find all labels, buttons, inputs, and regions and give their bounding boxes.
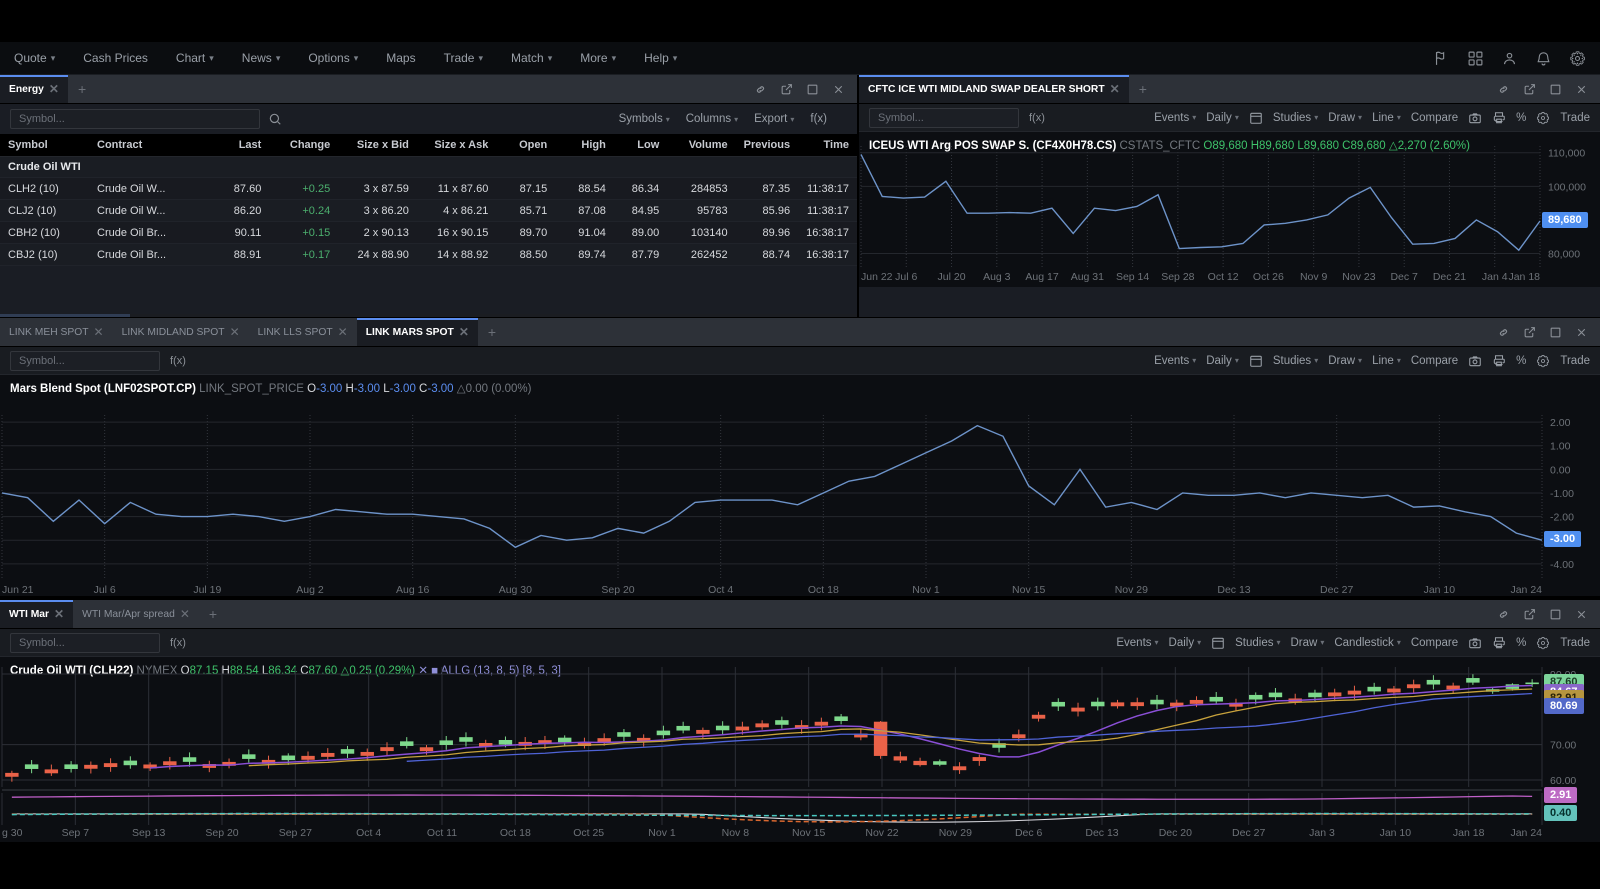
svg-text:Sep 14: Sep 14: [1116, 271, 1149, 283]
svg-text:Aug 16: Aug 16: [396, 584, 429, 596]
svg-text:Oct 25: Oct 25: [573, 827, 604, 839]
svg-text:Sep 27: Sep 27: [279, 827, 312, 839]
svg-text:Oct 11: Oct 11: [427, 827, 457, 839]
svg-text:Aug 3: Aug 3: [983, 271, 1011, 283]
svg-text:Aug 17: Aug 17: [1025, 271, 1058, 283]
svg-text:100,000: 100,000: [1548, 181, 1586, 193]
svg-text:Nov 1: Nov 1: [648, 827, 676, 839]
svg-text:Nov 22: Nov 22: [865, 827, 898, 839]
svg-text:Jun 22: Jun 22: [861, 271, 893, 283]
svg-text:Aug 30: Aug 30: [499, 584, 532, 596]
svg-text:-2.00: -2.00: [1550, 512, 1574, 524]
svg-text:Nov 29: Nov 29: [1115, 584, 1148, 596]
svg-text:Nov 9: Nov 9: [1300, 271, 1328, 283]
svg-text:0.00: 0.00: [1550, 464, 1571, 476]
svg-text:Sep 20: Sep 20: [601, 584, 634, 596]
svg-text:Dec 27: Dec 27: [1232, 827, 1265, 839]
svg-text:Nov 1: Nov 1: [912, 584, 940, 596]
svg-text:80,000: 80,000: [1548, 249, 1580, 261]
svg-text:Dec 20: Dec 20: [1159, 827, 1192, 839]
svg-text:Jan 24: Jan 24: [1510, 584, 1542, 596]
svg-text:Nov 29: Nov 29: [939, 827, 972, 839]
svg-text:Jul 6: Jul 6: [895, 271, 917, 283]
svg-text:Dec 7: Dec 7: [1390, 271, 1418, 283]
svg-text:Aug 2: Aug 2: [296, 584, 324, 596]
svg-text:Sep 13: Sep 13: [132, 827, 165, 839]
svg-text:Oct 18: Oct 18: [808, 584, 839, 596]
svg-text:1.00: 1.00: [1550, 441, 1571, 453]
svg-text:Jul 19: Jul 19: [193, 584, 221, 596]
svg-text:Dec 6: Dec 6: [1015, 827, 1043, 839]
svg-text:Oct 12: Oct 12: [1208, 271, 1239, 283]
svg-text:Dec 13: Dec 13: [1085, 827, 1118, 839]
svg-text:Nov 23: Nov 23: [1342, 271, 1375, 283]
svg-text:Nov 8: Nov 8: [722, 827, 750, 839]
svg-text:Aug 31: Aug 31: [1071, 271, 1104, 283]
svg-text:Jan 24: Jan 24: [1510, 827, 1542, 839]
svg-text:Nov 15: Nov 15: [1012, 584, 1045, 596]
svg-text:Dec 13: Dec 13: [1217, 584, 1250, 596]
svg-text:Jan 4: Jan 4: [1482, 271, 1508, 283]
svg-text:Jul 20: Jul 20: [938, 271, 966, 283]
svg-text:110,000: 110,000: [1548, 148, 1585, 160]
svg-text:2.00: 2.00: [1550, 417, 1571, 429]
svg-text:Oct 18: Oct 18: [500, 827, 531, 839]
svg-text:Jan 18: Jan 18: [1453, 827, 1485, 839]
svg-text:Jan 18: Jan 18: [1508, 271, 1540, 283]
svg-text:Oct 4: Oct 4: [708, 584, 733, 596]
svg-text:g 30: g 30: [2, 827, 23, 839]
svg-text:Oct 4: Oct 4: [356, 827, 381, 839]
svg-text:Oct 26: Oct 26: [1253, 271, 1284, 283]
svg-text:-1.00: -1.00: [1550, 488, 1574, 500]
svg-text:Sep 20: Sep 20: [205, 827, 238, 839]
svg-text:Jan 3: Jan 3: [1309, 827, 1335, 839]
svg-text:Sep 7: Sep 7: [62, 827, 90, 839]
svg-text:70.00: 70.00: [1550, 740, 1576, 752]
svg-text:Dec 27: Dec 27: [1320, 584, 1353, 596]
svg-text:Dec 21: Dec 21: [1433, 271, 1466, 283]
svg-text:Sep 28: Sep 28: [1161, 271, 1194, 283]
svg-text:-4.00: -4.00: [1550, 559, 1574, 571]
svg-text:Jun 21: Jun 21: [2, 584, 34, 596]
svg-text:Jan 10: Jan 10: [1380, 827, 1412, 839]
svg-text:Jan 10: Jan 10: [1424, 584, 1456, 596]
svg-text:60.00: 60.00: [1550, 775, 1576, 787]
svg-text:Nov 15: Nov 15: [792, 827, 825, 839]
svg-text:Jul 6: Jul 6: [94, 584, 116, 596]
